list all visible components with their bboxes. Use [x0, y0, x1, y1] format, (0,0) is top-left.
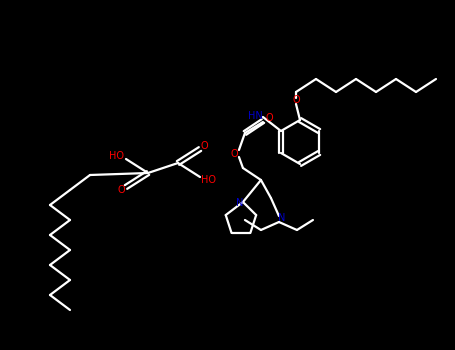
- Text: O: O: [117, 185, 125, 195]
- Text: O: O: [292, 95, 300, 105]
- Text: O: O: [200, 141, 208, 151]
- Text: N: N: [278, 213, 286, 223]
- Text: O: O: [265, 113, 273, 123]
- Text: HO: HO: [202, 175, 217, 185]
- Text: HO: HO: [110, 151, 125, 161]
- Text: HN: HN: [248, 111, 263, 121]
- Text: N: N: [236, 198, 243, 208]
- Text: O: O: [230, 149, 238, 159]
